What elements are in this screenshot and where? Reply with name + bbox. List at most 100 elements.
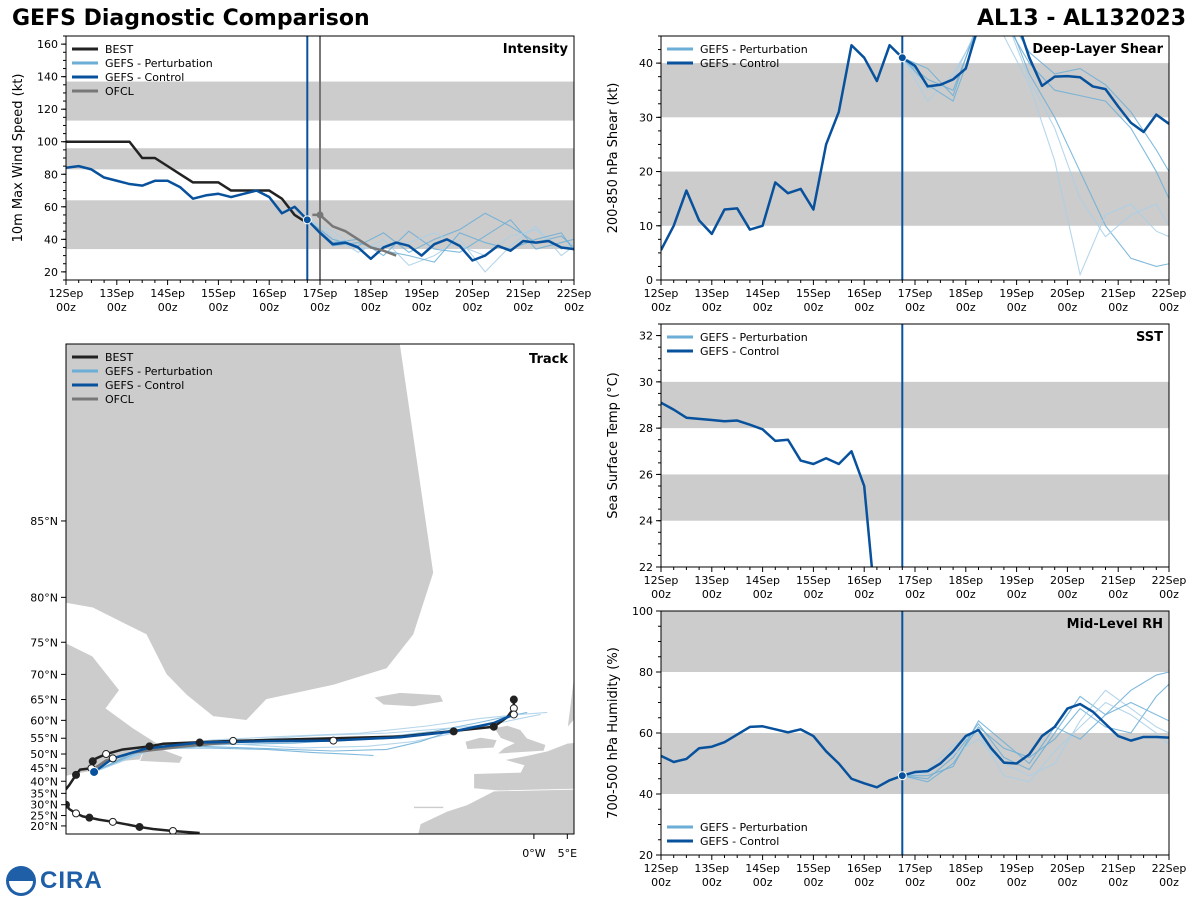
x-tick-label: 00z (956, 588, 976, 601)
x-tick-label: 00z (702, 588, 722, 601)
y-tick-label: 30 (639, 111, 653, 124)
track-ctrl (93, 713, 515, 773)
x-tick-label: 13Sep (694, 574, 729, 587)
x-tick-label: 00z (905, 876, 925, 889)
ctrl-track-marker (329, 736, 338, 745)
legend-label-ctrl: GEFS - Control (105, 71, 184, 84)
x-tick-label: 00z (651, 301, 671, 314)
y-axis-label: 200-850 hPa Shear (kt) (606, 83, 621, 234)
x-tick-label: 13Sep (694, 287, 729, 300)
ctrl-track-marker (449, 727, 458, 736)
y-axis-label: 700-500 hPa Humidity (%) (606, 647, 621, 819)
x-tick-label: 00z (209, 301, 229, 314)
perturbation-line (902, 701, 1169, 783)
britain-land (493, 724, 547, 755)
perturbation-line (902, 701, 1169, 777)
perturbation-line (902, 683, 1169, 783)
threshold-band (661, 474, 1169, 521)
series-ctrl (661, 702, 1169, 789)
europe-land (473, 742, 574, 794)
ctrl-track-marker (108, 754, 117, 763)
y-tick-label: 160 (37, 38, 58, 51)
x-tick-label: 16Sep (252, 287, 287, 300)
y-tick-label: 32 (639, 330, 653, 343)
lon-tick-label: 5°E (558, 847, 577, 860)
legend-label-ctrl: GEFS - Control (105, 379, 184, 392)
x-tick-label: 00z (1007, 588, 1027, 601)
best-track-marker (85, 813, 94, 822)
chart-sst: 22242628303212Sep00z13Sep00z14Sep00z15Se… (606, 323, 1187, 601)
x-tick-label: 15Sep (201, 287, 236, 300)
lat-tick-label: 35°N (30, 787, 58, 800)
x-tick-label: 00z (1159, 876, 1179, 889)
legend-label-pert: GEFS - Perturbation (105, 365, 213, 378)
ireland-land (464, 736, 498, 750)
x-tick-label: 22Sep (557, 287, 592, 300)
best-track-marker (66, 800, 70, 809)
series-best (66, 140, 308, 225)
chart-rh: 2040608010012Sep00z13Sep00z14Sep00z15Sep… (606, 605, 1186, 889)
perturbation-line (901, 36, 1169, 277)
legend-label-pert: GEFS - Perturbation (700, 331, 808, 344)
perturbation-line (901, 36, 1169, 172)
y-tick-label: 120 (37, 103, 58, 116)
plot-area-rh (661, 611, 1169, 855)
lat-tick-label: 85°N (30, 515, 58, 528)
x-tick-label: 00z (854, 301, 874, 314)
y-tick-label: 22 (639, 561, 653, 574)
best-track-marker (88, 757, 97, 766)
x-tick-label: 00z (158, 301, 178, 314)
legend-label-best: BEST (105, 43, 133, 56)
perturbation-line (902, 689, 1169, 777)
legend-label-best: BEST (105, 351, 133, 364)
x-tick-label: 22Sep (1152, 287, 1187, 300)
y-tick-label: 100 (37, 136, 58, 149)
x-tick-label: 22Sep (1152, 574, 1187, 587)
perturbation-line (901, 36, 1169, 268)
lat-tick-label: 20°N (30, 820, 58, 833)
legend-label-pert: GEFS - Perturbation (105, 57, 213, 70)
x-tick-label: 22Sep (1152, 862, 1187, 875)
best-track-marker (489, 722, 498, 731)
lat-tick-label: 50°N (30, 748, 58, 761)
threshold-band (661, 63, 1169, 118)
series-ctrl (661, 36, 1169, 251)
lat-tick-label: 40°N (30, 775, 58, 788)
lat-tick-label: 70°N (30, 668, 58, 681)
best-track-marker (509, 695, 518, 704)
x-tick-label: 12Sep (644, 574, 679, 587)
iceland-land (372, 692, 445, 708)
x-tick-label: 21Sep (1101, 574, 1136, 587)
x-tick-label: 21Sep (1101, 862, 1136, 875)
x-tick-label: 00z (1058, 876, 1078, 889)
x-tick-label: 20Sep (1050, 862, 1085, 875)
map-area (66, 344, 574, 834)
x-tick-label: 00z (702, 301, 722, 314)
x-tick-label: 00z (107, 301, 127, 314)
x-tick-label: 00z (1108, 301, 1128, 314)
x-tick-label: 16Sep (847, 287, 882, 300)
x-tick-label: 00z (753, 588, 773, 601)
x-tick-label: 15Sep (796, 574, 831, 587)
storm-id: AL13 - AL132023 (977, 6, 1186, 31)
best-track-marker (102, 750, 111, 759)
x-tick-label: 00z (753, 301, 773, 314)
y-tick-label: 60 (639, 727, 653, 740)
plot-area-intensity (66, 36, 574, 280)
y-tick-label: 24 (639, 515, 653, 528)
current-position-marker (89, 766, 100, 777)
legend-bg (664, 817, 824, 851)
y-tick-label: 60 (44, 201, 58, 214)
x-tick-label: 21Sep (506, 287, 541, 300)
y-tick-label: 40 (44, 233, 58, 246)
x-tick-label: 18Sep (353, 287, 388, 300)
panel-title: SST (1136, 330, 1163, 345)
perturbation-line (306, 219, 574, 263)
legend-label-pert: GEFS - Perturbation (700, 43, 808, 56)
x-tick-label: 00z (56, 301, 76, 314)
current-marker (302, 215, 312, 225)
y-tick-label: 28 (639, 422, 653, 435)
x-tick-label: 16Sep (847, 574, 882, 587)
